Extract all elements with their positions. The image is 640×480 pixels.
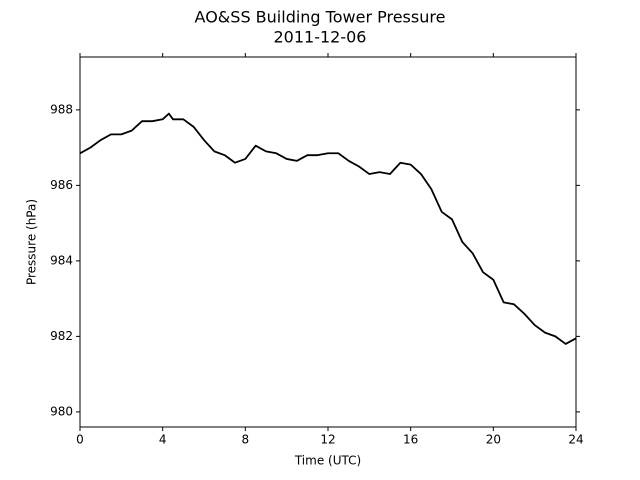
- x-tick-label: 12: [320, 433, 335, 447]
- x-axis-label: Time (UTC): [294, 454, 361, 468]
- chart-subtitle: 2011-12-06: [274, 28, 367, 47]
- x-tick-label: 16: [403, 433, 418, 447]
- x-tick-label: 0: [76, 433, 84, 447]
- y-tick-label: 982: [50, 329, 73, 343]
- data-line: [79, 112, 577, 345]
- y-tick-label: 980: [50, 404, 73, 418]
- y-tick-label: 986: [50, 178, 73, 192]
- y-tick-label: 984: [50, 253, 73, 267]
- x-tick-label: 24: [568, 433, 583, 447]
- y-tick-label: 988: [50, 102, 73, 116]
- chart-title: AO&SS Building Tower Pressure: [195, 8, 446, 27]
- x-tick-label: 20: [486, 433, 501, 447]
- x-tick-label: 4: [159, 433, 167, 447]
- x-tick-label: 8: [242, 433, 250, 447]
- y-axis-label: Pressure (hPa): [25, 199, 39, 285]
- plot-frame: [79, 56, 577, 428]
